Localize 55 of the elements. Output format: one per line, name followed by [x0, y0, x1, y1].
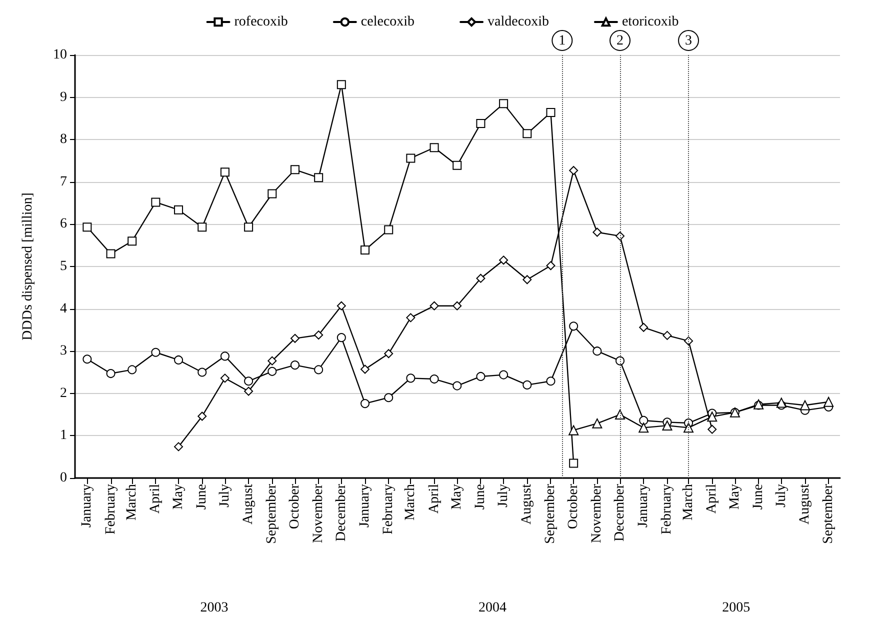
- x-tick-label: May: [450, 484, 465, 510]
- x-tick-label: March: [681, 484, 696, 521]
- text: 2004: [478, 600, 507, 616]
- x-tick-label: March: [124, 484, 140, 521]
- y-tick-label: 3: [60, 344, 67, 359]
- x-tick-label: January: [636, 484, 652, 528]
- x-tick-label: June: [751, 484, 766, 510]
- legend-label: rofecoxib: [234, 14, 288, 30]
- ref-line-label: 2: [616, 34, 624, 48]
- y-tick-label: 5: [60, 259, 67, 274]
- x-tick-label: January: [80, 484, 95, 528]
- ref-line-label: 3: [685, 34, 692, 48]
- x-tick-label: June: [473, 484, 488, 510]
- x-tick-label: September: [543, 484, 558, 544]
- x-tick-label: October: [287, 484, 302, 530]
- x-tick-label: April: [704, 484, 720, 514]
- y-tick-label: 6: [60, 216, 67, 232]
- x-tick-label: October: [566, 484, 582, 530]
- x-tick-label: April: [148, 484, 164, 514]
- x-tick-label: September: [264, 484, 280, 544]
- ref-line-label: 1: [558, 34, 566, 48]
- text: 2003: [200, 600, 228, 616]
- x-tick-label: March: [403, 484, 418, 521]
- y-tick-label: 0: [60, 470, 67, 486]
- legend-label: valdecoxib: [488, 14, 549, 30]
- x-tick-label: February: [103, 484, 118, 535]
- x-tick-label: September: [821, 484, 836, 544]
- x-tick-label: February: [660, 484, 675, 535]
- x-tick-label: April: [426, 484, 442, 514]
- x-tick-label: July: [217, 484, 232, 508]
- y-axis-title: DDDs dispensed [million]: [20, 192, 36, 340]
- y-tick-label: 1: [60, 428, 67, 444]
- y-tick-label: 4: [60, 301, 67, 316]
- text: 2005: [722, 600, 750, 616]
- x-tick-label: June: [194, 484, 210, 510]
- legend-label: celecoxib: [360, 14, 415, 30]
- x-tick-label: August: [520, 484, 535, 524]
- x-tick-label: August: [241, 484, 256, 524]
- x-tick-label: November: [311, 484, 326, 544]
- x-tick-label: December: [612, 484, 628, 542]
- y-tick-label: 2: [60, 386, 67, 401]
- y-tick-label: 9: [60, 90, 67, 105]
- x-tick-label: May: [171, 484, 186, 510]
- x-tick-label: May: [727, 484, 742, 510]
- y-tick-label: 10: [53, 48, 67, 62]
- y-tick-label: 8: [60, 132, 67, 148]
- x-tick-label: August: [797, 484, 812, 524]
- x-tick-label: December: [334, 484, 349, 542]
- x-tick-label: July: [496, 484, 512, 508]
- x-tick-label: November: [590, 484, 605, 544]
- y-tick-label: 7: [60, 174, 67, 190]
- x-tick-label: February: [381, 484, 396, 535]
- legend-label: etoricoxib: [622, 14, 679, 30]
- x-tick-label: January: [358, 484, 373, 528]
- x-tick-label: July: [774, 484, 789, 508]
